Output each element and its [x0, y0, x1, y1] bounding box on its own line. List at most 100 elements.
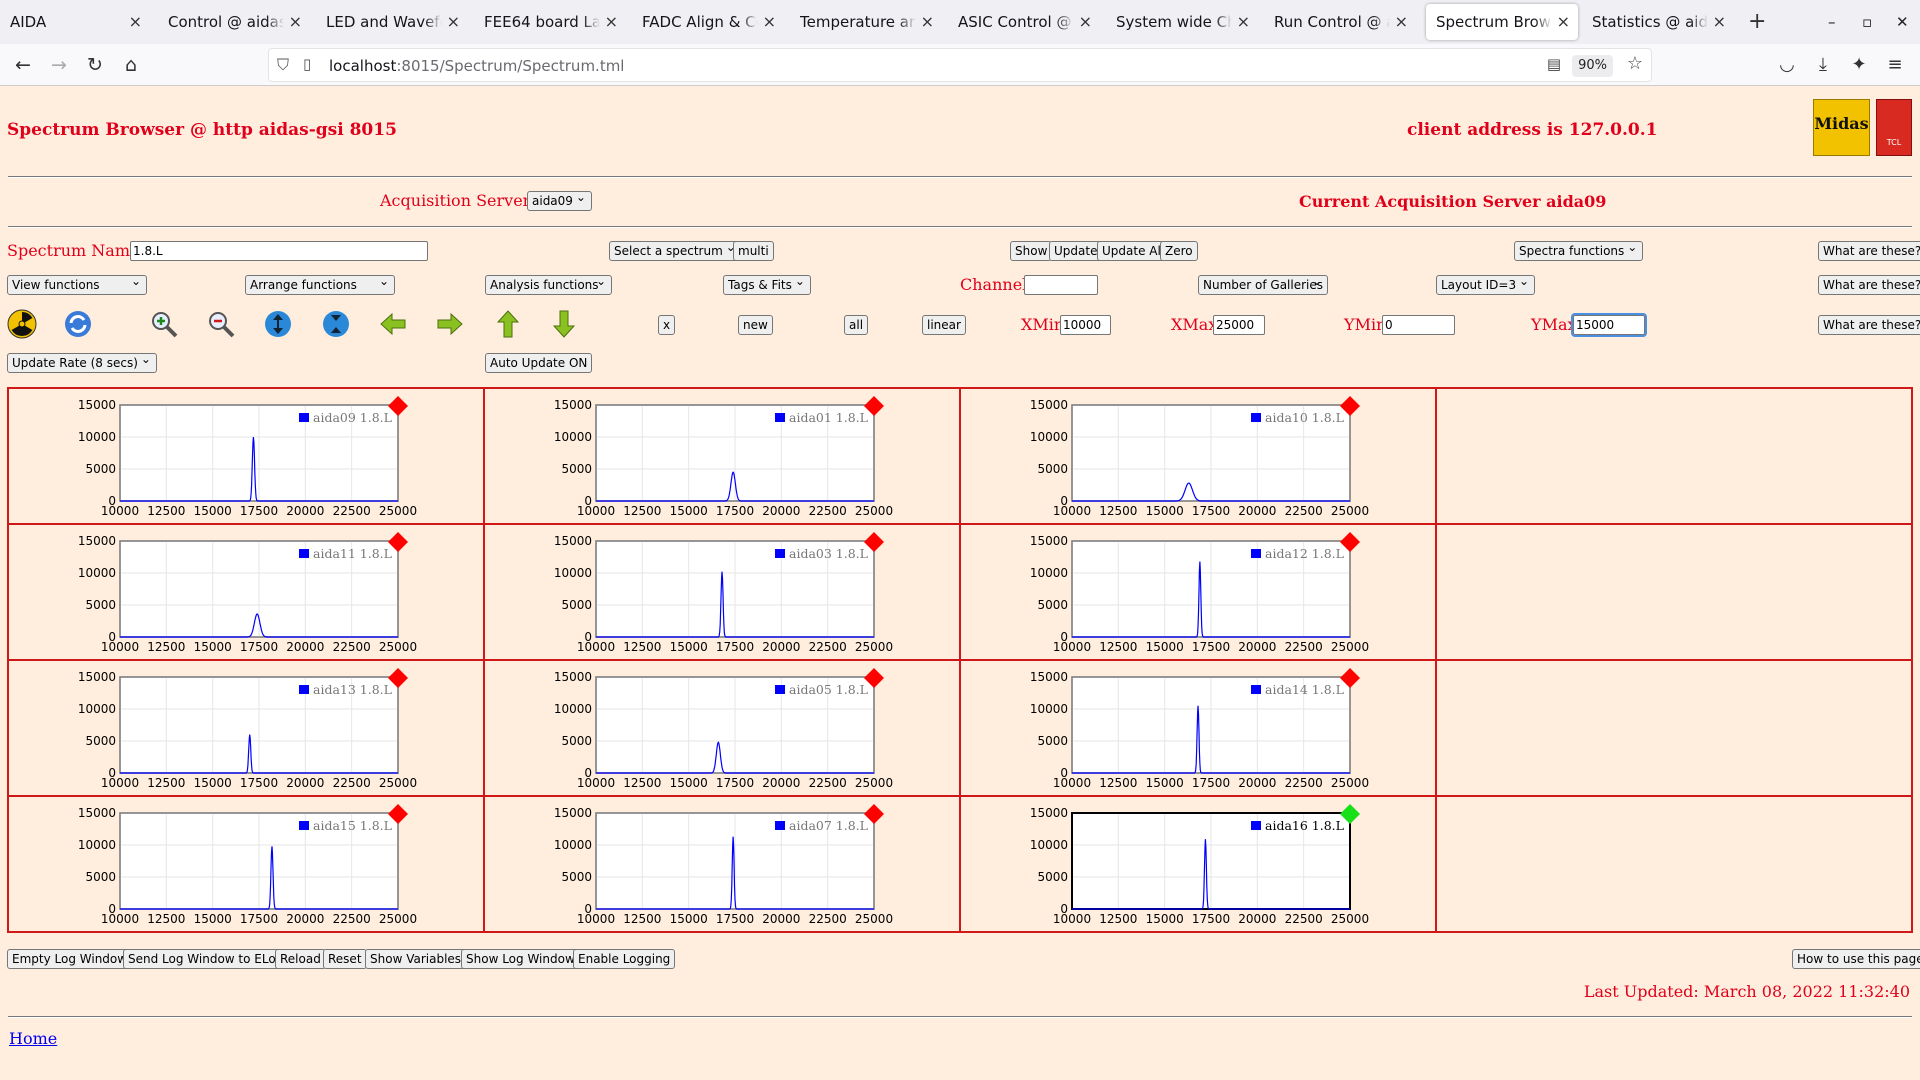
spectra-functions-dropdown[interactable]: Spectra functions: [1514, 238, 1644, 261]
multi-button[interactable]: multi: [733, 241, 774, 261]
new-button[interactable]: new: [738, 315, 773, 335]
arrow-left-icon[interactable]: [378, 309, 408, 339]
tab-statistics[interactable]: Statistics @ aidas-gsi×: [1582, 0, 1734, 44]
reload-icon[interactable]: ↻: [87, 54, 103, 76]
empty-log-window-button[interactable]: Empty Log Window: [7, 949, 133, 969]
close-icon[interactable]: ×: [1394, 12, 1408, 31]
status-marker-icon[interactable]: [1340, 668, 1360, 688]
status-marker-icon[interactable]: [388, 532, 408, 552]
select-spectrum-dropdown[interactable]: Select a spectrum: [609, 238, 742, 261]
analysis-functions-dropdown[interactable]: Analysis functions: [485, 272, 612, 295]
what-are-these-button[interactable]: What are these?: [1818, 241, 1920, 261]
gallery-cell[interactable]: 15000 10000 5000 0 10000 12500 15000 17500 20000…: [7, 523, 485, 661]
tab-led-waveform[interactable]: LED and Waveform×: [316, 0, 468, 44]
spectrum-name-input[interactable]: 1.8.L: [130, 241, 428, 261]
tab-fee64-layout[interactable]: FEE64 board Layout×: [474, 0, 626, 44]
home-link[interactable]: Home: [9, 1029, 58, 1048]
arrange-functions-dropdown[interactable]: Arrange functions: [245, 272, 395, 295]
close-icon[interactable]: ×: [1236, 12, 1250, 31]
download-icon[interactable]: ⤓: [1819, 54, 1827, 75]
shield-icon[interactable]: ⛉: [277, 55, 290, 74]
status-marker-icon[interactable]: [388, 396, 408, 416]
ymax-input[interactable]: 15000: [1571, 313, 1647, 337]
status-marker-icon[interactable]: [1340, 396, 1360, 416]
collapse-vertical-icon[interactable]: [321, 309, 351, 339]
tab-run-control[interactable]: Run Control @ aidas×: [1264, 0, 1416, 44]
status-marker-icon[interactable]: [1340, 532, 1360, 552]
gallery-cell[interactable]: 15000 10000 5000 0 10000 12500 15000 17500 20000…: [483, 387, 961, 525]
status-marker-icon[interactable]: [388, 804, 408, 824]
update-rate-dropdown[interactable]: Update Rate (8 secs): [7, 350, 157, 373]
pocket-icon[interactable]: ◡: [1779, 54, 1795, 75]
number-of-galleries-dropdown[interactable]: Number of Galleries: [1198, 272, 1328, 295]
xmax-input[interactable]: 25000: [1213, 315, 1265, 335]
menu-icon[interactable]: ≡: [1887, 54, 1903, 75]
tab-asic-control[interactable]: ASIC Control @ aidas×: [948, 0, 1100, 44]
gallery-cell[interactable]: 15000 10000 5000 0 10000 12500 15000 17500 20000…: [483, 659, 961, 797]
status-marker-icon[interactable]: [864, 532, 884, 552]
gallery-cell[interactable]: 15000 10000 5000 0 10000 12500 15000 17500 20000…: [959, 795, 1437, 933]
update-button[interactable]: Update: [1049, 241, 1103, 261]
tab-aida[interactable]: AIDA ×: [0, 0, 150, 44]
home-icon[interactable]: ⌂: [124, 54, 138, 76]
layout-id-dropdown[interactable]: Layout ID=3: [1436, 272, 1536, 295]
maximize-icon[interactable]: ▫: [1862, 13, 1873, 31]
gallery-cell[interactable]: 15000 10000 5000 0 10000 12500 15000 17500 20000…: [959, 387, 1437, 525]
status-marker-icon[interactable]: [864, 396, 884, 416]
url-text[interactable]: localhost:8015/Spectrum/Spectrum.tml: [329, 57, 624, 75]
minimize-icon[interactable]: –: [1828, 13, 1836, 31]
forward-icon[interactable]: →: [51, 54, 67, 76]
back-icon[interactable]: ←: [15, 54, 31, 76]
extension-icon[interactable]: ✦: [1851, 54, 1867, 75]
arrow-down-icon[interactable]: [549, 309, 579, 339]
tab-fadc-align[interactable]: FADC Align & Control×: [632, 0, 784, 44]
reader-view-icon[interactable]: ▤: [1546, 55, 1561, 73]
arrow-right-icon[interactable]: [435, 309, 465, 339]
status-marker-icon[interactable]: [864, 804, 884, 824]
close-icon[interactable]: ×: [1712, 12, 1726, 31]
status-marker-icon[interactable]: [388, 668, 408, 688]
what-are-these-button[interactable]: What are these?: [1818, 275, 1920, 295]
tab-system-checks[interactable]: System wide Checks×: [1106, 0, 1258, 44]
bookmark-star-icon[interactable]: ☆: [1626, 53, 1643, 74]
close-icon[interactable]: ×: [1078, 12, 1092, 31]
reset-button[interactable]: Reset: [323, 949, 367, 969]
zoom-out-icon[interactable]: [206, 309, 236, 339]
status-marker-icon[interactable]: [1340, 804, 1360, 824]
close-icon[interactable]: ×: [128, 12, 142, 31]
xmin-input[interactable]: 10000: [1060, 315, 1111, 335]
view-functions-dropdown[interactable]: View functions: [7, 272, 147, 295]
expand-vertical-icon[interactable]: [263, 309, 293, 339]
close-icon[interactable]: ×: [288, 12, 302, 31]
close-icon[interactable]: ×: [446, 12, 460, 31]
update-all-button[interactable]: Update All: [1097, 241, 1170, 261]
url-bar[interactable]: ⛉ ▯ localhost:8015/Spectrum/Spectrum.tml…: [268, 48, 1652, 82]
send-log-to-elog-button[interactable]: Send Log Window to ELog: [123, 949, 289, 969]
all-button[interactable]: all: [844, 315, 869, 335]
what-are-these-button[interactable]: What are these?: [1818, 315, 1920, 335]
gallery-cell[interactable]: 15000 10000 5000 0 10000 12500 15000 17500 20000…: [483, 795, 961, 933]
tab-spectrum-browser[interactable]: Spectrum Browser×: [1426, 4, 1578, 40]
close-icon[interactable]: ×: [762, 12, 776, 31]
gallery-cell[interactable]: 15000 10000 5000 0 10000 12500 15000 17500 20000…: [7, 795, 485, 933]
status-marker-icon[interactable]: [864, 668, 884, 688]
x-button[interactable]: x: [658, 315, 676, 335]
enable-logging-button[interactable]: Enable Logging: [573, 949, 676, 969]
gallery-cell[interactable]: 15000 10000 5000 0 10000 12500 15000 17500 20000…: [483, 523, 961, 661]
arrow-up-icon[interactable]: [493, 309, 523, 339]
tab-temperature[interactable]: Temperature and status×: [790, 0, 942, 44]
channel-input[interactable]: [1024, 275, 1098, 295]
show-variables-button[interactable]: Show Variables: [365, 949, 467, 969]
close-icon[interactable]: ×: [920, 12, 934, 31]
tab-control[interactable]: Control @ aidas-gsi×: [158, 0, 310, 44]
tags-fits-dropdown[interactable]: Tags & Fits: [723, 272, 811, 295]
